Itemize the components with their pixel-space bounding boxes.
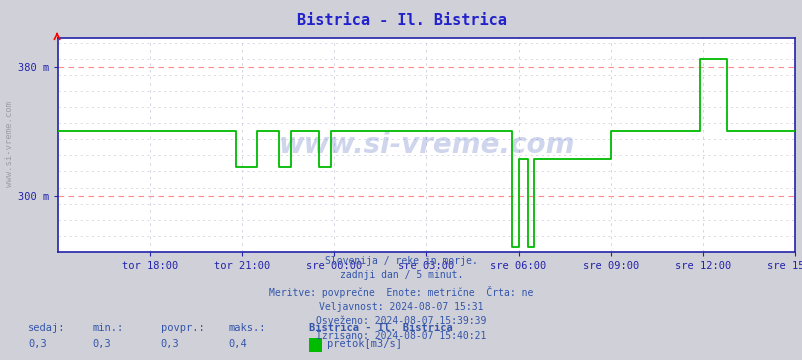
Text: www.si-vreme.com: www.si-vreme.com (277, 131, 574, 159)
Text: maks.:: maks.: (229, 323, 266, 333)
Text: 0,3: 0,3 (92, 339, 111, 349)
Text: 0,3: 0,3 (160, 339, 179, 349)
Text: Bistrica - Il. Bistrica: Bistrica - Il. Bistrica (309, 323, 452, 333)
Text: min.:: min.: (92, 323, 124, 333)
Text: 0,4: 0,4 (229, 339, 247, 349)
Text: sedaj:: sedaj: (28, 323, 66, 333)
Text: pretok[m3/s]: pretok[m3/s] (326, 339, 401, 349)
Text: 0,3: 0,3 (28, 339, 47, 349)
Text: www.si-vreme.com: www.si-vreme.com (5, 101, 14, 187)
Text: Bistrica - Il. Bistrica: Bistrica - Il. Bistrica (296, 13, 506, 28)
Text: Slovenija / reke in morje.
zadnji dan / 5 minut.
Meritve: povprečne  Enote: metr: Slovenija / reke in morje. zadnji dan / … (269, 256, 533, 341)
Text: povpr.:: povpr.: (160, 323, 204, 333)
